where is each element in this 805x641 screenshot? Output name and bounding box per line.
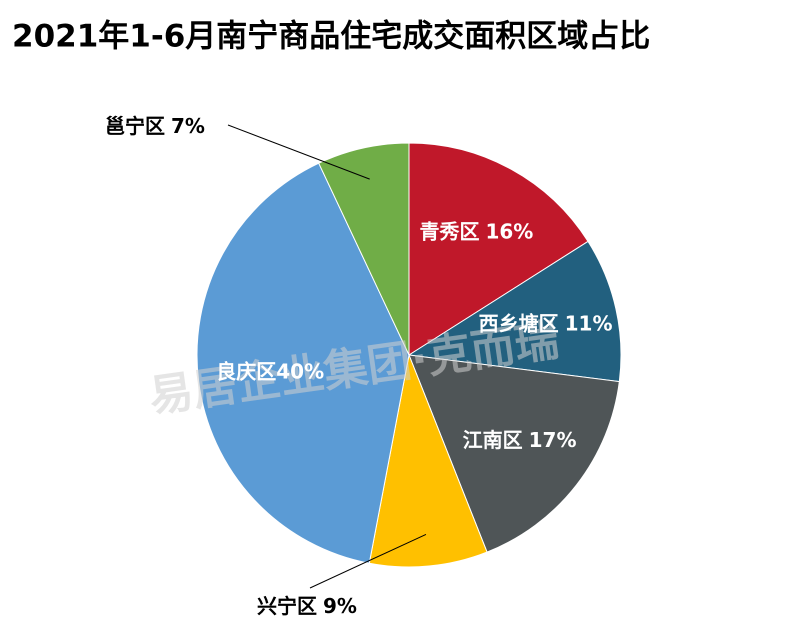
value-label: 17% bbox=[529, 427, 577, 451]
value-label: 40% bbox=[276, 359, 324, 383]
category-label: 青秀区 bbox=[419, 219, 479, 243]
category-label: 江南区 bbox=[463, 427, 523, 451]
value-label: 7% bbox=[171, 114, 205, 138]
leader-line bbox=[309, 533, 427, 589]
data-label: 青秀区 16% bbox=[419, 219, 533, 243]
value-label: 9% bbox=[323, 594, 357, 618]
pie-slice bbox=[368, 353, 488, 568]
category-label: 西乡塘区 bbox=[479, 311, 559, 335]
pie-slice bbox=[408, 354, 620, 553]
data-label: 兴宁区 9% bbox=[257, 594, 357, 618]
chart-title: 2021年1-6月南宁商品住宅成交面积区域占比 bbox=[12, 19, 650, 55]
data-label: 邕宁区 7% bbox=[105, 114, 205, 138]
pie-slice bbox=[196, 162, 410, 564]
pie-slice bbox=[407, 240, 622, 383]
pie-slice bbox=[408, 142, 589, 356]
data-label: 江南区 17% bbox=[463, 427, 577, 451]
data-label: 良庆区40% bbox=[216, 359, 324, 383]
value-label: 16% bbox=[485, 219, 533, 243]
pie-slice bbox=[318, 142, 410, 356]
data-label: 西乡塘区 11% bbox=[479, 311, 613, 335]
category-label: 邕宁区 bbox=[105, 114, 165, 138]
category-label: 兴宁区 bbox=[257, 594, 317, 618]
value-label: 11% bbox=[565, 311, 613, 335]
leader-line bbox=[227, 124, 370, 180]
category-label: 良庆区 bbox=[216, 359, 276, 383]
